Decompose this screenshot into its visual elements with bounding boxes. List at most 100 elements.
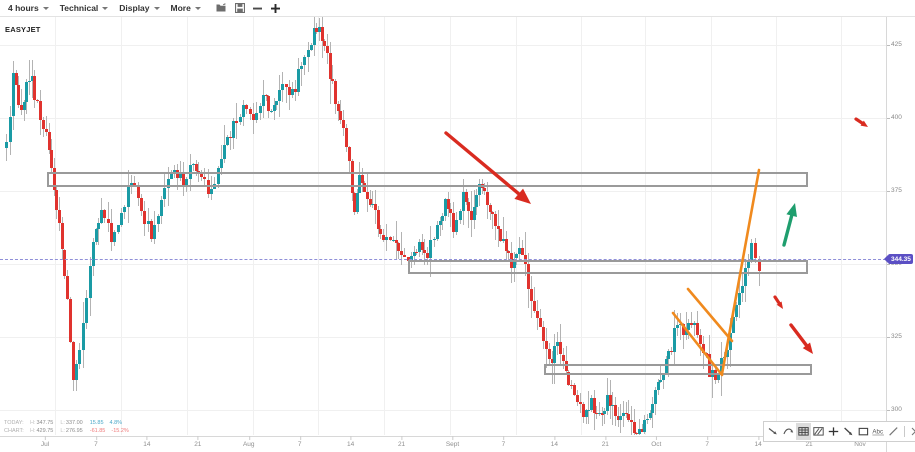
candle-body-bullish — [210, 188, 213, 195]
candle-body-bullish — [638, 428, 641, 434]
supply-zone-350[interactable] — [408, 260, 808, 274]
candle-body-bearish — [379, 228, 383, 235]
candle-body-bullish — [270, 110, 273, 112]
candle-body-bullish — [385, 237, 389, 241]
candle-body-bearish — [507, 251, 511, 253]
candle-body-bullish — [619, 416, 623, 420]
candle-wick — [246, 103, 248, 115]
candle-body-bullish — [318, 27, 321, 32]
candle-body-bearish — [570, 384, 573, 386]
bullish-arrow-green[interactable] — [782, 203, 797, 247]
candle-body-bullish — [587, 409, 591, 411]
candle-body-bullish — [750, 243, 753, 261]
candle-body-bearish — [530, 289, 533, 301]
display-menu[interactable]: Display — [115, 0, 166, 16]
drawing-arrowhead — [802, 342, 813, 354]
pointer-arrow-icon[interactable] — [766, 423, 781, 440]
chart-canvas[interactable]: EASYJET — [0, 17, 886, 435]
plus-icon[interactable] — [268, 0, 284, 16]
candle-body-bearish — [630, 420, 633, 422]
time-axis-tick: Aug — [242, 436, 255, 448]
bearish-arrow-lower[interactable] — [789, 323, 813, 354]
price-axis-tick: 400 — [887, 114, 902, 121]
candle-body-bullish — [75, 364, 78, 381]
candle-body-bearish — [632, 421, 636, 433]
candle-body-bearish — [326, 45, 329, 53]
candle-wick — [628, 399, 630, 422]
curve-tool-icon[interactable] — [781, 423, 796, 440]
candle-body-bullish — [303, 57, 307, 66]
candle-wick — [599, 401, 600, 416]
price-plot: EASYJET — [0, 17, 886, 435]
candle-body-bullish — [232, 121, 235, 138]
supply-zone-375[interactable] — [47, 172, 808, 187]
candle-wick — [204, 168, 206, 185]
crosshair-icon[interactable] — [826, 423, 841, 440]
candle-body-bearish — [197, 171, 201, 173]
candle-body-bearish — [527, 264, 530, 289]
candle-wick — [369, 190, 371, 207]
candle-wick — [147, 208, 149, 233]
candle-body-bearish — [350, 160, 354, 193]
fib-grid-icon[interactable] — [796, 423, 811, 440]
candle-body-bearish — [342, 119, 345, 128]
candle-body-bullish — [113, 231, 117, 243]
time-axis-tick: Oct — [651, 436, 662, 448]
technical-menu[interactable]: Technical — [56, 0, 116, 16]
more-menu[interactable]: More — [167, 0, 208, 16]
candle-body-bullish — [116, 225, 120, 232]
price-axis[interactable]: 425400375350325300344.35 — [886, 17, 915, 452]
close-icon[interactable] — [908, 423, 915, 440]
folder-open-icon[interactable] — [214, 0, 230, 16]
candle-wick — [433, 237, 435, 247]
candle-body-bullish — [272, 105, 276, 111]
candle-body-bullish — [518, 247, 521, 255]
candle-body-bullish — [242, 105, 245, 118]
candle-wick — [691, 311, 692, 329]
candle-body-bullish — [438, 220, 442, 225]
candle-body-bearish — [320, 27, 324, 41]
candle-body-bearish — [403, 255, 407, 258]
grid-line-vertical — [318, 17, 319, 435]
candle-body-bullish — [226, 137, 229, 145]
candle-wick — [29, 60, 30, 96]
candle-wick — [256, 102, 258, 123]
timeframe-menu[interactable]: 4 hours — [4, 0, 56, 16]
drawing-arrowhead — [776, 301, 783, 309]
candle-body-bullish — [429, 239, 433, 259]
trendline-icon[interactable] — [841, 423, 856, 440]
candle-body-bullish — [717, 375, 720, 381]
candle-body-bullish — [30, 75, 34, 81]
save-icon[interactable] — [232, 0, 248, 16]
candle-body-bearish — [635, 432, 639, 434]
candle-body-bullish — [590, 398, 593, 410]
demand-zone-312[interactable] — [544, 364, 812, 375]
drawing-line — [854, 117, 865, 126]
readout-today-label: TODAY: — [4, 420, 24, 426]
ray-line-icon[interactable] — [886, 423, 901, 440]
grid-line-vertical — [645, 17, 646, 435]
grid-line-vertical — [581, 17, 582, 435]
text-abc-icon[interactable]: Abc — [871, 423, 886, 440]
candle-body-bullish — [146, 221, 150, 225]
time-axis-tick: 7 — [94, 436, 98, 448]
candle-body-bullish — [156, 216, 160, 225]
drawing-line — [782, 211, 795, 247]
bearish-arrow-far-right[interactable] — [854, 117, 868, 127]
candle-body-bearish — [176, 169, 179, 179]
minus-icon[interactable] — [250, 0, 266, 16]
drawing-toolbar[interactable]: Abc — [763, 421, 915, 442]
price-axis-tick: 425 — [887, 41, 902, 48]
channel-tool-icon[interactable] — [811, 423, 826, 440]
drawing-arrowhead — [786, 203, 797, 217]
candle-wick — [468, 198, 470, 229]
rectangle-icon[interactable] — [856, 423, 871, 440]
candle-body-bullish — [5, 141, 8, 149]
candle-body-bearish — [400, 251, 403, 256]
candle-wick — [516, 252, 518, 265]
time-axis[interactable]: Jul 7 14 21 Aug 7 14 21 Sept 7 14 21 Oct 7 14 21 Nov — [0, 436, 886, 452]
grid-line-horizontal — [0, 191, 886, 192]
candle-body-bullish — [656, 382, 660, 390]
chevron-down-icon — [194, 6, 201, 10]
candle-body-bearish — [33, 75, 37, 101]
